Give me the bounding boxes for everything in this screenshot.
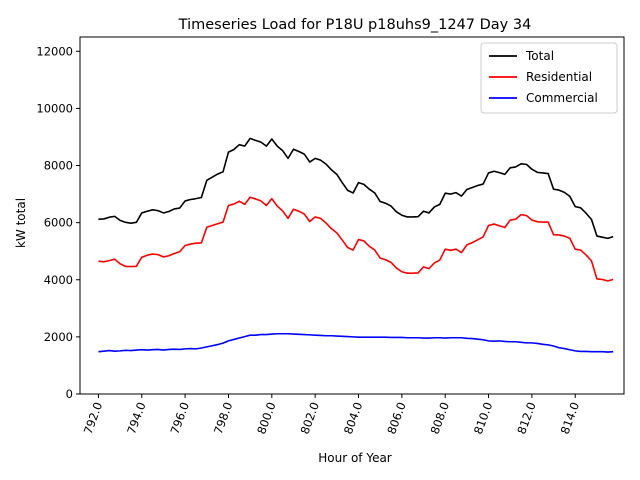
y-tick-label: 0: [66, 387, 73, 401]
chart-title: Timeseries Load for P18U p18uhs9_1247 Da…: [178, 17, 532, 33]
legend-box: [480, 42, 618, 114]
y-tick-label: 6000: [44, 216, 73, 230]
y-tick-label: 12000: [36, 44, 73, 58]
legend-label-commercial: Commercial: [526, 91, 598, 105]
y-tick-label: 8000: [44, 159, 73, 173]
y-axis-label: kW total: [14, 198, 28, 248]
x-axis-label: Hour of Year: [318, 451, 392, 465]
series-line-commercial: [98, 332, 614, 353]
y-tick-label: 2000: [44, 330, 73, 344]
plot-frame: [79, 36, 625, 395]
legend: Total Residential Commercial: [480, 42, 618, 114]
y-tick-label: 4000: [44, 273, 73, 287]
y-tick-label: 10000: [36, 101, 73, 115]
legend-label-total: Total: [525, 49, 554, 63]
series-line-residential: [98, 196, 614, 282]
legend-label-residential: Residential: [526, 70, 592, 84]
series-line-total: [98, 137, 614, 240]
